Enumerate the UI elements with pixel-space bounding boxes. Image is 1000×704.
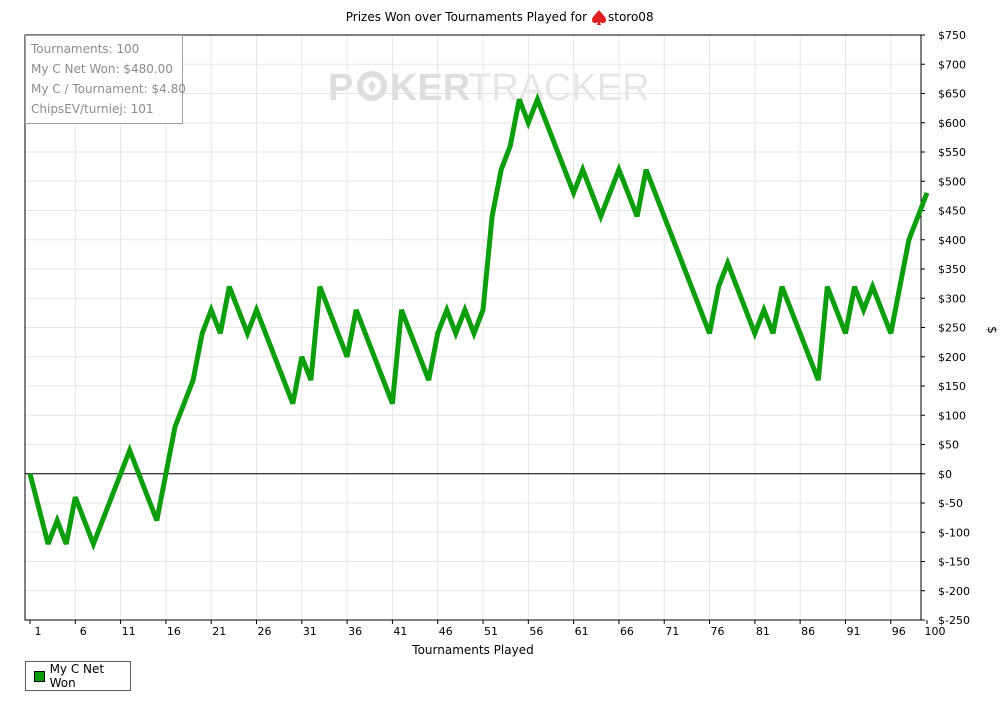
y-axis-label: $	[985, 326, 999, 334]
x-tick-label: 46	[439, 625, 453, 638]
stats-chips-ev: ChipsEV/turniej: 101	[31, 102, 154, 116]
poker-chip-icon	[357, 71, 387, 101]
y-tick-label: $550	[938, 146, 966, 159]
watermark: P KER TRACKER	[328, 67, 650, 109]
stats-box: Tournaments: 100 My C Net Won: $480.00 M…	[25, 35, 186, 124]
legend: My C Net Won	[25, 661, 131, 691]
y-axis-ticks: $750 $700 $650 $600 $550 $500 $450 $400 $350 $300…	[921, 29, 970, 627]
legend-swatch	[34, 670, 45, 682]
watermark-left: P	[328, 67, 353, 109]
stats-tournaments: Tournaments: 100	[31, 42, 140, 56]
watermark-right: TRACKER	[468, 67, 650, 109]
x-tick-label: 6	[80, 625, 87, 638]
x-tick-label: 100	[925, 625, 946, 638]
stats-net-won: My C Net Won: $480.00	[31, 62, 173, 76]
x-tick-label: 86	[801, 625, 815, 638]
y-tick-label: $100	[938, 409, 966, 422]
x-tick-label: 26	[258, 625, 272, 638]
grid	[25, 34, 921, 621]
x-axis-label: Tournaments Played	[411, 643, 533, 657]
series-layer	[27, 92, 930, 551]
y-tick-label: $0	[938, 468, 952, 481]
x-axis-ticks: 1 6 11 16 21 26 31 36 41 46 51 56 61 66 71 76 81 86 91 96 10…	[29, 620, 946, 638]
y-tick-label: $-50	[938, 497, 963, 510]
x-tick-label: 16	[167, 625, 181, 638]
x-tick-label: 1	[35, 625, 42, 638]
x-tick-label: 56	[529, 625, 543, 638]
x-tick-label: 81	[756, 625, 770, 638]
x-tick-label: 66	[620, 625, 634, 638]
y-tick-label: $-200	[938, 585, 970, 598]
watermark-mid: KER	[390, 67, 470, 109]
y-tick-label: $650	[938, 88, 966, 101]
y-tick-label: $50	[938, 439, 959, 452]
y-tick-label: $-100	[938, 526, 970, 539]
y-tick-label: $-150	[938, 556, 970, 569]
y-tick-label: $350	[938, 263, 966, 276]
legend-label: My C Net Won	[49, 662, 105, 690]
chart-title-prefix: Prizes Won over Tournaments Played for	[346, 10, 587, 24]
y-tick-label: $200	[938, 351, 966, 364]
y-tick-label: $150	[938, 380, 966, 393]
x-tick-label: 41	[393, 625, 407, 638]
y-tick-label: $-250	[938, 614, 970, 627]
stats-per-tournament: My C / Tournament: $4.80	[31, 82, 186, 96]
series-line-my-c-net-won	[27, 92, 930, 551]
y-tick-label: $450	[938, 205, 966, 218]
spade-suit-icon	[592, 10, 606, 25]
y-tick-label: $400	[938, 234, 966, 247]
y-tick-label: $600	[938, 117, 966, 130]
x-tick-label: 96	[892, 625, 906, 638]
x-tick-label: 76	[711, 625, 725, 638]
x-tick-label: 71	[665, 625, 679, 638]
x-tick-label: 21	[212, 625, 226, 638]
x-tick-label: 36	[348, 625, 362, 638]
x-tick-label: 51	[484, 625, 498, 638]
y-tick-label: $750	[938, 29, 966, 42]
chart-title-player: storo08	[608, 10, 654, 24]
y-tick-label: $700	[938, 58, 966, 71]
y-tick-label: $500	[938, 175, 966, 188]
x-tick-label: 11	[122, 625, 136, 638]
y-tick-label: $300	[938, 292, 966, 305]
chart-title: Prizes Won over Tournaments Played for s…	[346, 10, 654, 25]
x-tick-label: 61	[575, 625, 589, 638]
x-tick-label: 91	[846, 625, 860, 638]
x-tick-label: 31	[303, 625, 317, 638]
y-tick-label: $250	[938, 322, 966, 335]
